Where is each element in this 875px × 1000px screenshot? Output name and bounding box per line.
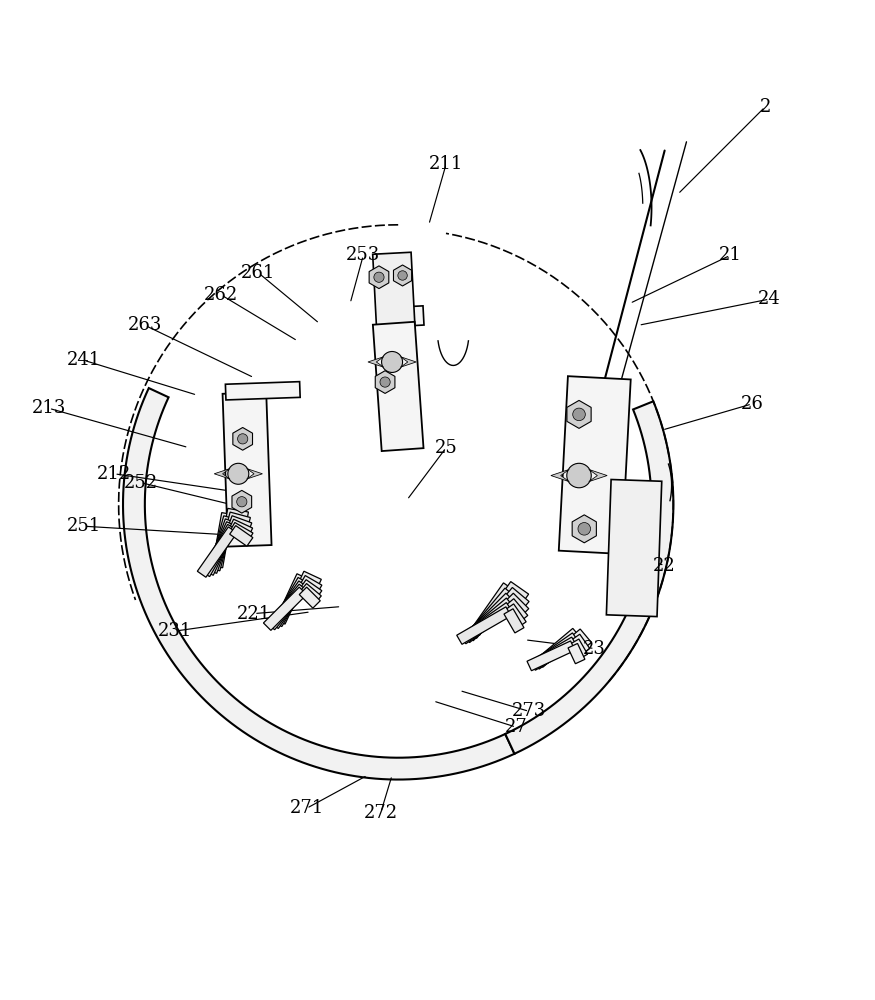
Text: 24: 24	[758, 290, 780, 308]
Text: 2: 2	[760, 98, 771, 116]
Polygon shape	[213, 513, 232, 568]
Polygon shape	[247, 469, 262, 479]
Polygon shape	[468, 588, 513, 638]
Polygon shape	[233, 427, 253, 450]
Circle shape	[382, 351, 402, 372]
Text: 262: 262	[204, 286, 238, 304]
Text: 27: 27	[505, 718, 528, 736]
Polygon shape	[270, 581, 307, 628]
Polygon shape	[530, 637, 577, 670]
Polygon shape	[506, 593, 528, 616]
Polygon shape	[300, 580, 322, 599]
Circle shape	[573, 408, 585, 421]
Text: 241: 241	[66, 351, 101, 369]
Circle shape	[578, 523, 591, 535]
Polygon shape	[267, 584, 307, 630]
Circle shape	[374, 272, 384, 282]
Polygon shape	[206, 519, 235, 573]
Text: 263: 263	[128, 316, 162, 334]
Text: 26: 26	[740, 395, 763, 413]
Text: 271: 271	[290, 799, 324, 817]
Polygon shape	[505, 582, 528, 603]
Polygon shape	[210, 516, 234, 571]
Text: 253: 253	[346, 246, 381, 264]
Polygon shape	[471, 583, 512, 635]
Text: 211: 211	[429, 155, 464, 173]
Polygon shape	[506, 599, 528, 622]
Text: 273: 273	[512, 702, 546, 720]
Text: 221: 221	[237, 605, 271, 623]
Polygon shape	[567, 400, 592, 428]
Polygon shape	[533, 633, 578, 669]
Text: 251: 251	[66, 517, 101, 535]
Polygon shape	[200, 524, 237, 577]
Polygon shape	[571, 634, 590, 655]
Text: 212: 212	[97, 465, 131, 483]
Circle shape	[398, 271, 407, 280]
Polygon shape	[273, 577, 307, 627]
Polygon shape	[463, 598, 513, 643]
Polygon shape	[466, 593, 514, 641]
Polygon shape	[229, 523, 253, 542]
Text: 231: 231	[158, 622, 192, 640]
Text: 25: 25	[435, 439, 458, 457]
Text: 23: 23	[584, 640, 606, 658]
Polygon shape	[299, 587, 320, 608]
Polygon shape	[228, 512, 250, 528]
Polygon shape	[299, 571, 321, 589]
Polygon shape	[536, 628, 579, 667]
Polygon shape	[460, 603, 513, 644]
Polygon shape	[204, 522, 236, 575]
Text: 252: 252	[123, 474, 158, 492]
Polygon shape	[457, 607, 511, 644]
Text: 213: 213	[31, 399, 66, 417]
Polygon shape	[229, 519, 253, 538]
Polygon shape	[568, 643, 584, 664]
Polygon shape	[369, 266, 388, 289]
Polygon shape	[570, 639, 588, 659]
Text: 272: 272	[364, 804, 398, 822]
Text: 22: 22	[654, 557, 676, 575]
Polygon shape	[589, 469, 607, 482]
Polygon shape	[606, 480, 662, 617]
Circle shape	[237, 497, 247, 507]
Polygon shape	[551, 469, 570, 482]
Polygon shape	[373, 252, 415, 328]
Polygon shape	[123, 388, 514, 780]
Text: 261: 261	[242, 264, 276, 282]
Circle shape	[228, 463, 248, 484]
Polygon shape	[300, 584, 321, 604]
Polygon shape	[228, 516, 252, 533]
Polygon shape	[300, 576, 322, 594]
Polygon shape	[527, 641, 575, 671]
Polygon shape	[504, 609, 524, 633]
Polygon shape	[559, 376, 631, 554]
Text: 21: 21	[718, 246, 742, 264]
Circle shape	[380, 377, 390, 387]
Polygon shape	[373, 322, 424, 451]
Polygon shape	[505, 401, 674, 754]
Polygon shape	[226, 508, 248, 522]
Polygon shape	[232, 490, 252, 513]
Polygon shape	[229, 526, 253, 546]
Polygon shape	[375, 371, 395, 393]
Polygon shape	[401, 357, 416, 367]
Circle shape	[567, 463, 592, 488]
Polygon shape	[276, 574, 306, 624]
Polygon shape	[572, 515, 597, 543]
Polygon shape	[214, 469, 230, 479]
Polygon shape	[506, 587, 529, 610]
Polygon shape	[572, 629, 592, 649]
Polygon shape	[226, 382, 300, 400]
Polygon shape	[222, 392, 271, 547]
Polygon shape	[263, 587, 306, 630]
Circle shape	[238, 434, 248, 444]
Polygon shape	[382, 306, 424, 327]
Polygon shape	[394, 265, 411, 286]
Polygon shape	[368, 357, 383, 367]
Polygon shape	[505, 604, 526, 628]
Polygon shape	[198, 527, 237, 577]
